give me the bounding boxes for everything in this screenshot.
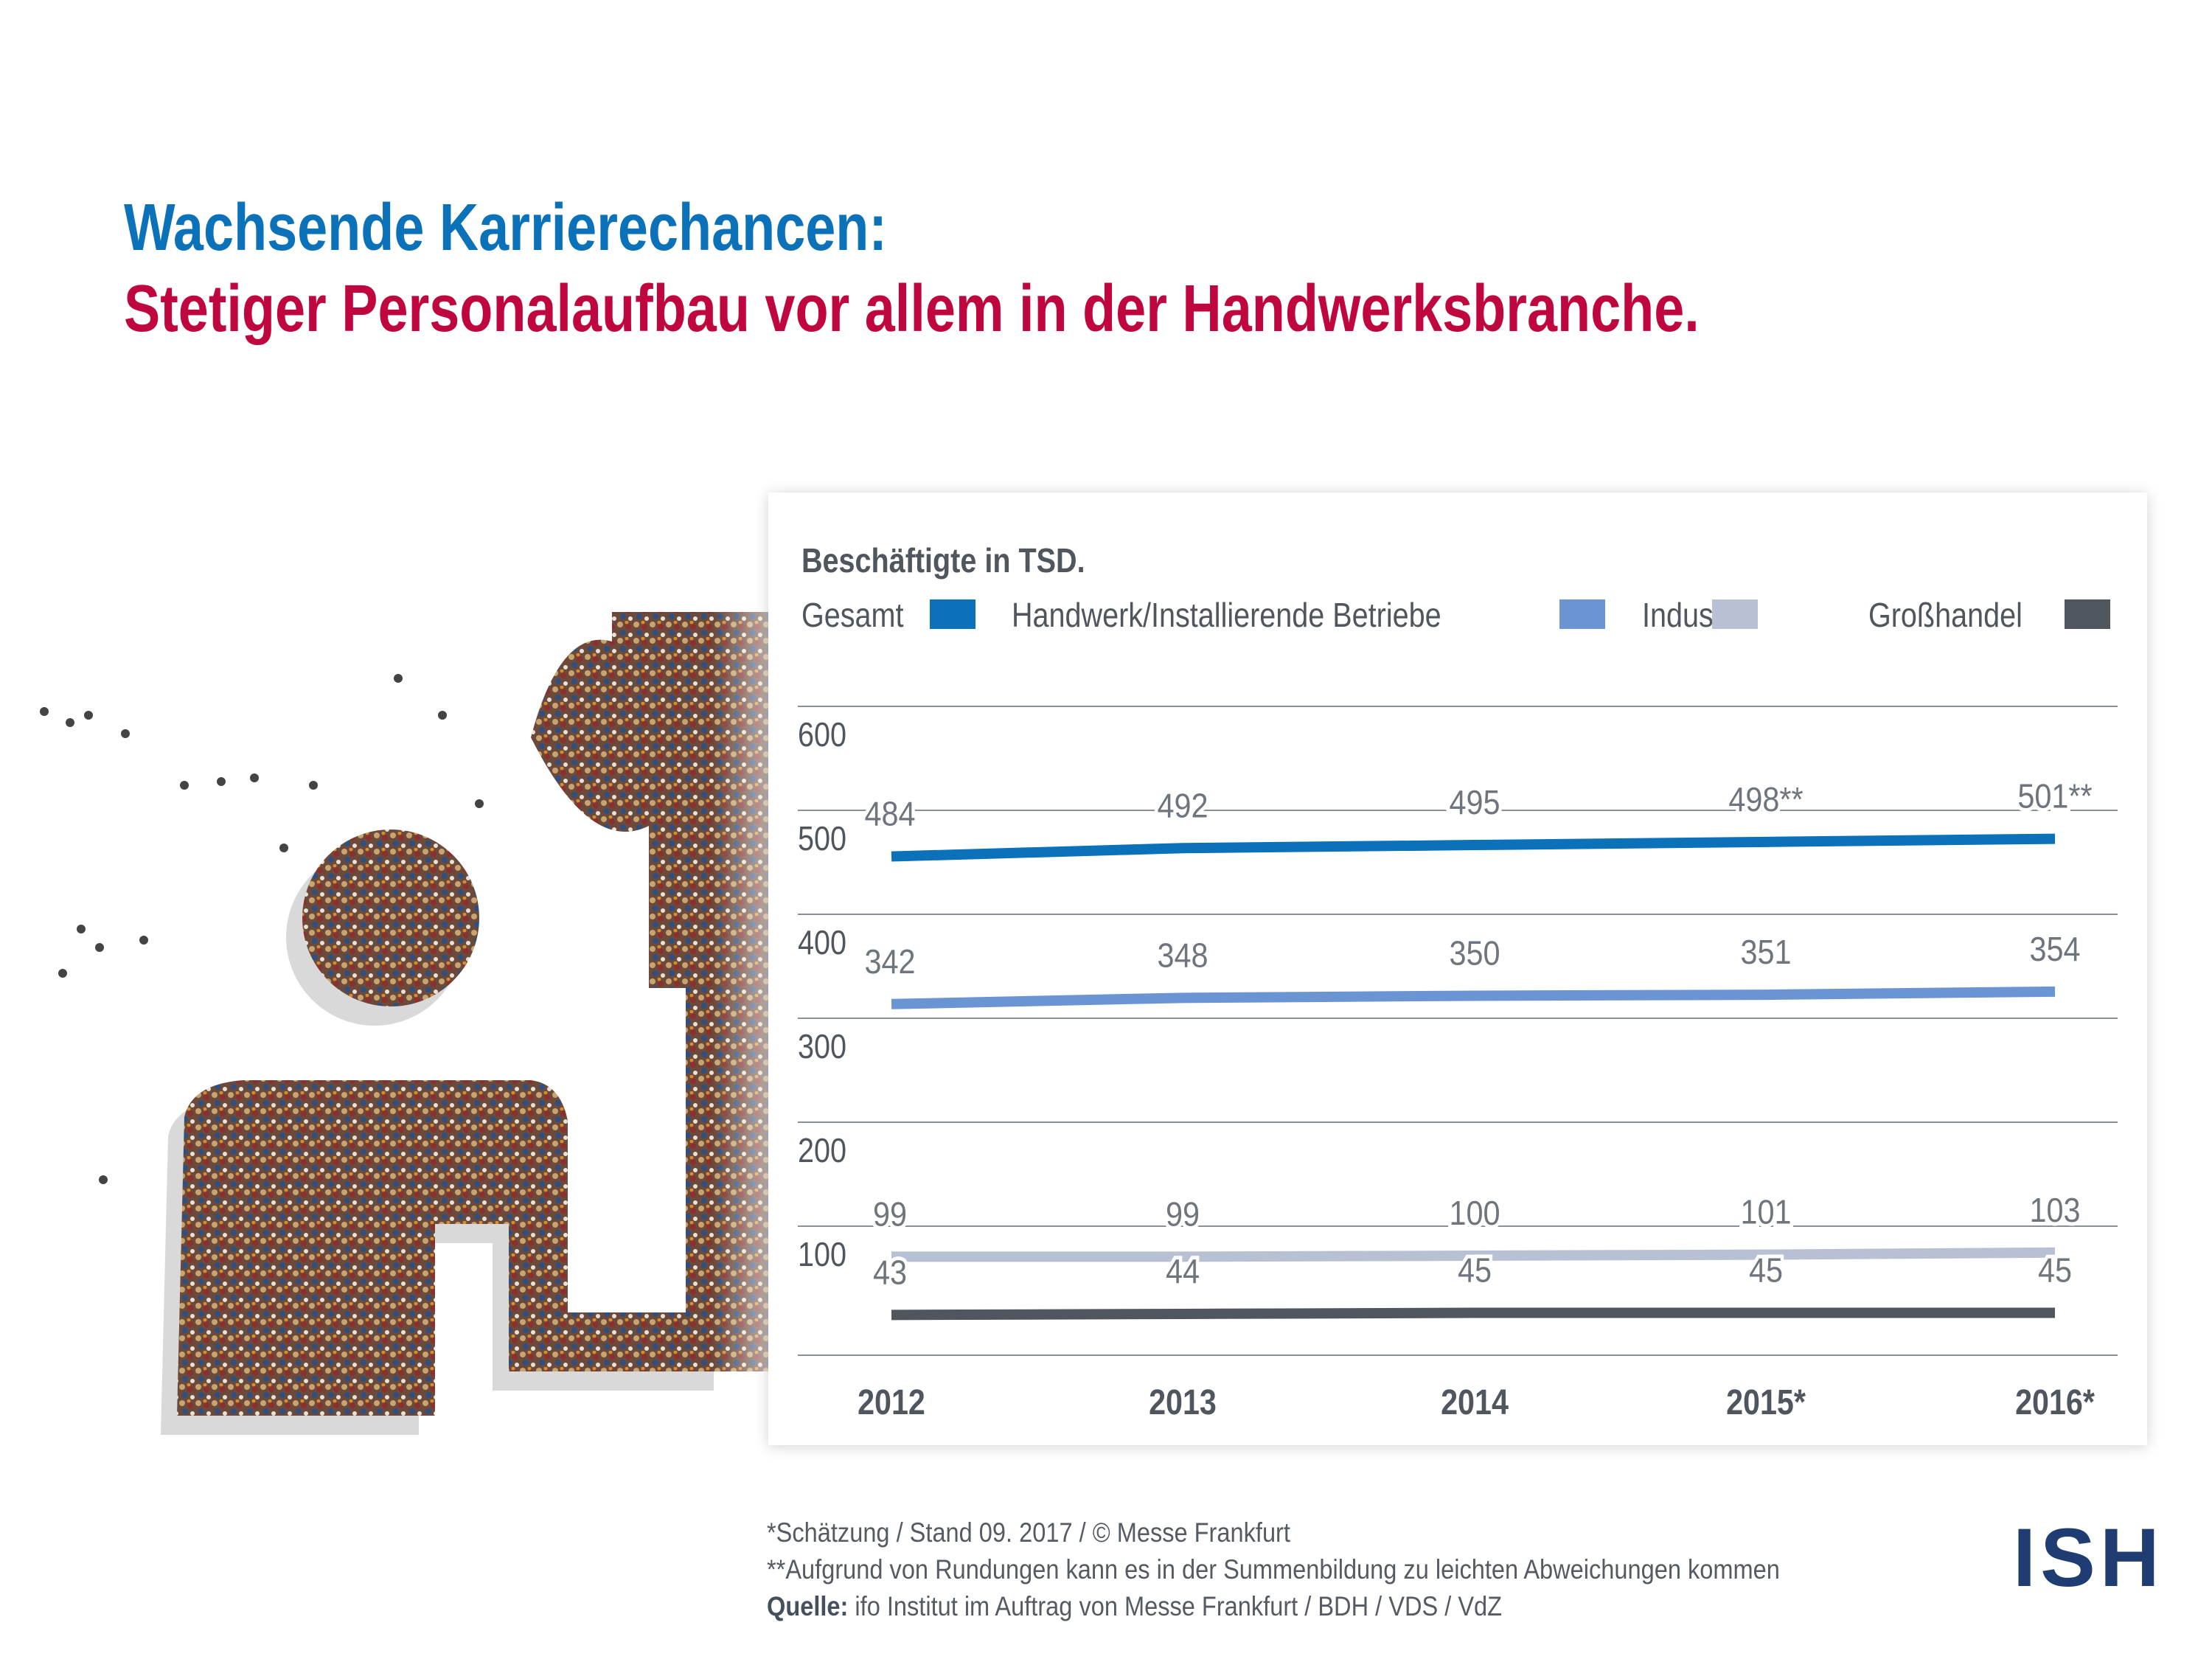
chart-card: Beschäftigte in TSD. Gesamt Handwerk/Insta… [768, 493, 2147, 1445]
legend-swatch-2 [1559, 599, 1605, 629]
y-tick-300: 300 [798, 1028, 846, 1065]
chart-title: Beschäftigte in TSD. [801, 542, 1085, 580]
data-label-2-3: 350 [1449, 935, 1500, 973]
footnote-estimate: *Schätzung / Stand 09. 2017 / © Messe Fr… [767, 1517, 1290, 1548]
series-line-4 [891, 1307, 2055, 1321]
title-line-2: Stetiger Personalaufbau vor allem in der… [124, 272, 1700, 346]
line-chart: Beschäftigte in TSD. Gesamt Handwerk/Insta… [798, 542, 2118, 1422]
data-label-4-5: 45 [2038, 1252, 2072, 1290]
legend-label-1: Gesamt [801, 597, 904, 634]
legend-swatch-1 [930, 599, 975, 629]
x-tick-3: 2014 [1441, 1382, 1509, 1422]
ish-logo: ISH [2013, 1512, 2164, 1604]
data-label-3-4: 101 [1740, 1194, 1791, 1232]
source-label: Quelle: [767, 1591, 849, 1621]
y-tick-200: 200 [798, 1132, 846, 1169]
data-label-2-4: 351 [1740, 933, 1791, 972]
data-label-3-5: 103 [2029, 1192, 2080, 1230]
x-tick-1: 2012 [858, 1382, 925, 1422]
data-label-2-1: 342 [864, 943, 915, 981]
y-tick-100: 100 [798, 1236, 846, 1273]
legend-label-4: Großhandel [1868, 597, 2023, 634]
series-line-3 [891, 1247, 2056, 1262]
data-label-3-1: 99 [873, 1195, 907, 1234]
data-label-2-5: 354 [2029, 931, 2080, 969]
data-label-4-4: 45 [1749, 1252, 1783, 1290]
data-label-1-4: 498** [1728, 781, 1803, 819]
x-tick-4: 2015* [1726, 1382, 1806, 1422]
series-line-2 [891, 986, 2056, 1009]
title-line-1: Wachsende Karrierechancen: [124, 191, 887, 265]
series-line-1 [891, 833, 2056, 862]
legend-label-2: Handwerk/Installierende Betriebe [1012, 597, 1441, 634]
crowd-illustration [0, 605, 811, 1460]
data-label-4-1: 43 [873, 1253, 907, 1292]
data-label-1-1: 484 [864, 796, 915, 834]
data-label-4-2: 44 [1166, 1253, 1200, 1291]
data-label-4-3: 45 [1458, 1252, 1492, 1290]
x-tick-2: 2013 [1149, 1382, 1217, 1422]
legend-swatch-4 [2065, 599, 2110, 629]
legend-swatch-3 [1712, 599, 1758, 629]
data-label-1-3: 495 [1449, 784, 1500, 822]
data-label-1-5: 501** [2017, 778, 2092, 816]
y-tick-600: 600 [798, 716, 846, 754]
x-tick-5: 2016* [2015, 1382, 2095, 1422]
data-label-3-3: 100 [1449, 1194, 1500, 1233]
data-label-2-2: 348 [1157, 936, 1208, 975]
footnote-source: Quelle: ifo Institut im Auftrag von Mess… [767, 1591, 1502, 1622]
y-tick-500: 500 [798, 820, 846, 858]
data-label-3-2: 99 [1166, 1195, 1200, 1234]
footnote-rounding: **Aufgrund von Rundungen kann es in der … [767, 1554, 1780, 1585]
data-label-1-2: 492 [1157, 787, 1208, 825]
source-text: ifo Institut im Auftrag von Messe Frankf… [848, 1591, 1503, 1621]
y-tick-400: 400 [798, 924, 846, 961]
